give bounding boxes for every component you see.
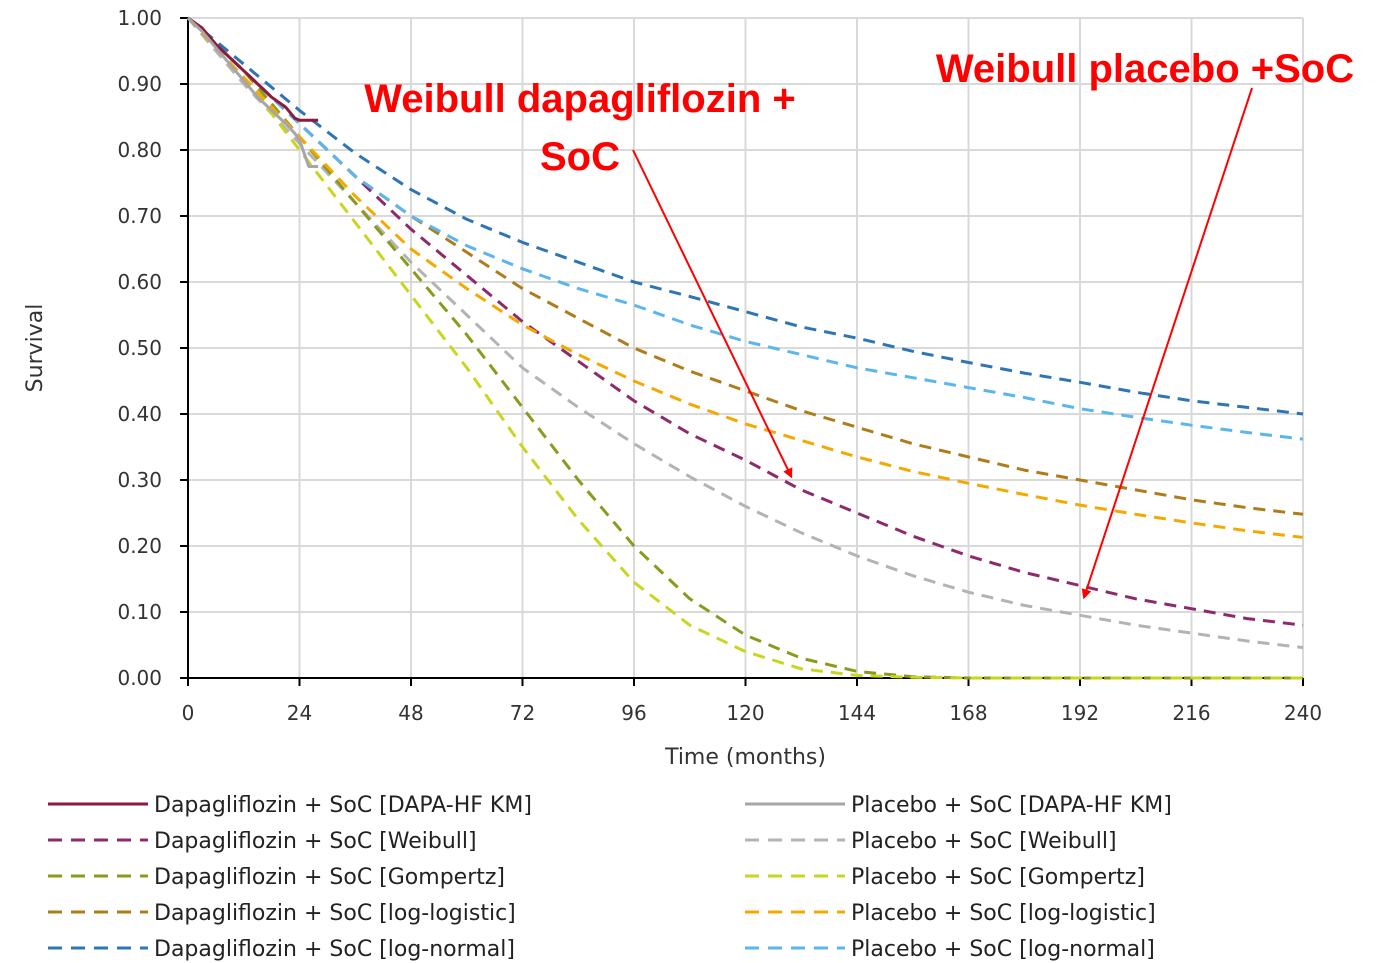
annotation-arrow	[1081, 87, 1253, 600]
y-tick-label: 0.50	[117, 336, 162, 360]
x-tick-label: 48	[398, 701, 423, 725]
y-tick-label: 0.40	[117, 402, 162, 426]
series-line	[186, 16, 319, 168]
legend-label: Dapagliflozin + SoC [log-normal]	[154, 937, 515, 962]
legend-label: Placebo + SoC [Gompertz]	[851, 865, 1145, 890]
legend-label: Dapagliflozin + SoC [DAPA-HF KM]	[154, 793, 532, 818]
x-tick-label: 72	[510, 701, 535, 725]
y-axis-title: Survival	[23, 304, 48, 393]
x-tick-label: 144	[838, 701, 876, 725]
axes: 0 24 48 72 96 120 144 168 192 216 240 0.00 0.10 0.20 0…	[23, 6, 1322, 770]
legend: Dapagliflozin + SoC [DAPA-HF KM] Placebo …	[48, 793, 1172, 962]
series-line	[186, 16, 1304, 627]
annotations: Weibull dapagliflozin + SoC Weibull placeb…	[364, 47, 1354, 600]
y-tick-label: 1.00	[117, 6, 162, 30]
legend-label: Placebo + SoC [log-logistic]	[851, 901, 1156, 926]
series-line	[186, 16, 1304, 539]
legend-label: Placebo + SoC [DAPA-HF KM]	[851, 793, 1172, 818]
legend-label: Dapagliflozin + SoC [log-logistic]	[154, 901, 516, 926]
y-tick-label: 0.00	[117, 666, 162, 690]
y-tick-label: 0.90	[117, 72, 162, 96]
annotation-text: Weibull placebo +SoC	[936, 47, 1354, 91]
legend-label: Dapagliflozin + SoC [Gompertz]	[154, 865, 505, 890]
y-tick-label: 0.60	[117, 270, 162, 294]
series-line	[186, 17, 1304, 650]
x-tick-label: 0	[182, 701, 195, 725]
y-tick-label: 0.20	[117, 534, 162, 558]
x-axis-title: Time (months)	[664, 745, 826, 770]
x-tick-label: 192	[1061, 701, 1099, 725]
x-tick-label: 168	[949, 701, 987, 725]
annotation-arrow	[632, 149, 793, 479]
x-tick-label: 216	[1172, 701, 1210, 725]
series-line	[186, 16, 1304, 516]
annotation-text: Weibull dapagliflozin +	[364, 77, 796, 121]
y-tick-label: 0.80	[117, 138, 162, 162]
legend-label: Placebo + SoC [log-normal]	[851, 937, 1155, 962]
y-tick-label: 0.30	[117, 468, 162, 492]
series-line	[187, 16, 319, 122]
series-line	[186, 16, 1303, 680]
series-lines	[186, 16, 1304, 680]
y-tick-label: 0.10	[117, 600, 162, 624]
annotation-text: SoC	[540, 135, 620, 179]
legend-label: Dapagliflozin + SoC [Weibull]	[154, 829, 477, 854]
y-tick-label: 0.70	[117, 204, 162, 228]
x-tick-label: 96	[621, 701, 646, 725]
x-tick-label: 24	[287, 701, 312, 725]
x-tick-label: 240	[1284, 701, 1322, 725]
legend-label: Placebo + SoC [Weibull]	[851, 829, 1117, 854]
x-tick-label: 120	[726, 701, 764, 725]
